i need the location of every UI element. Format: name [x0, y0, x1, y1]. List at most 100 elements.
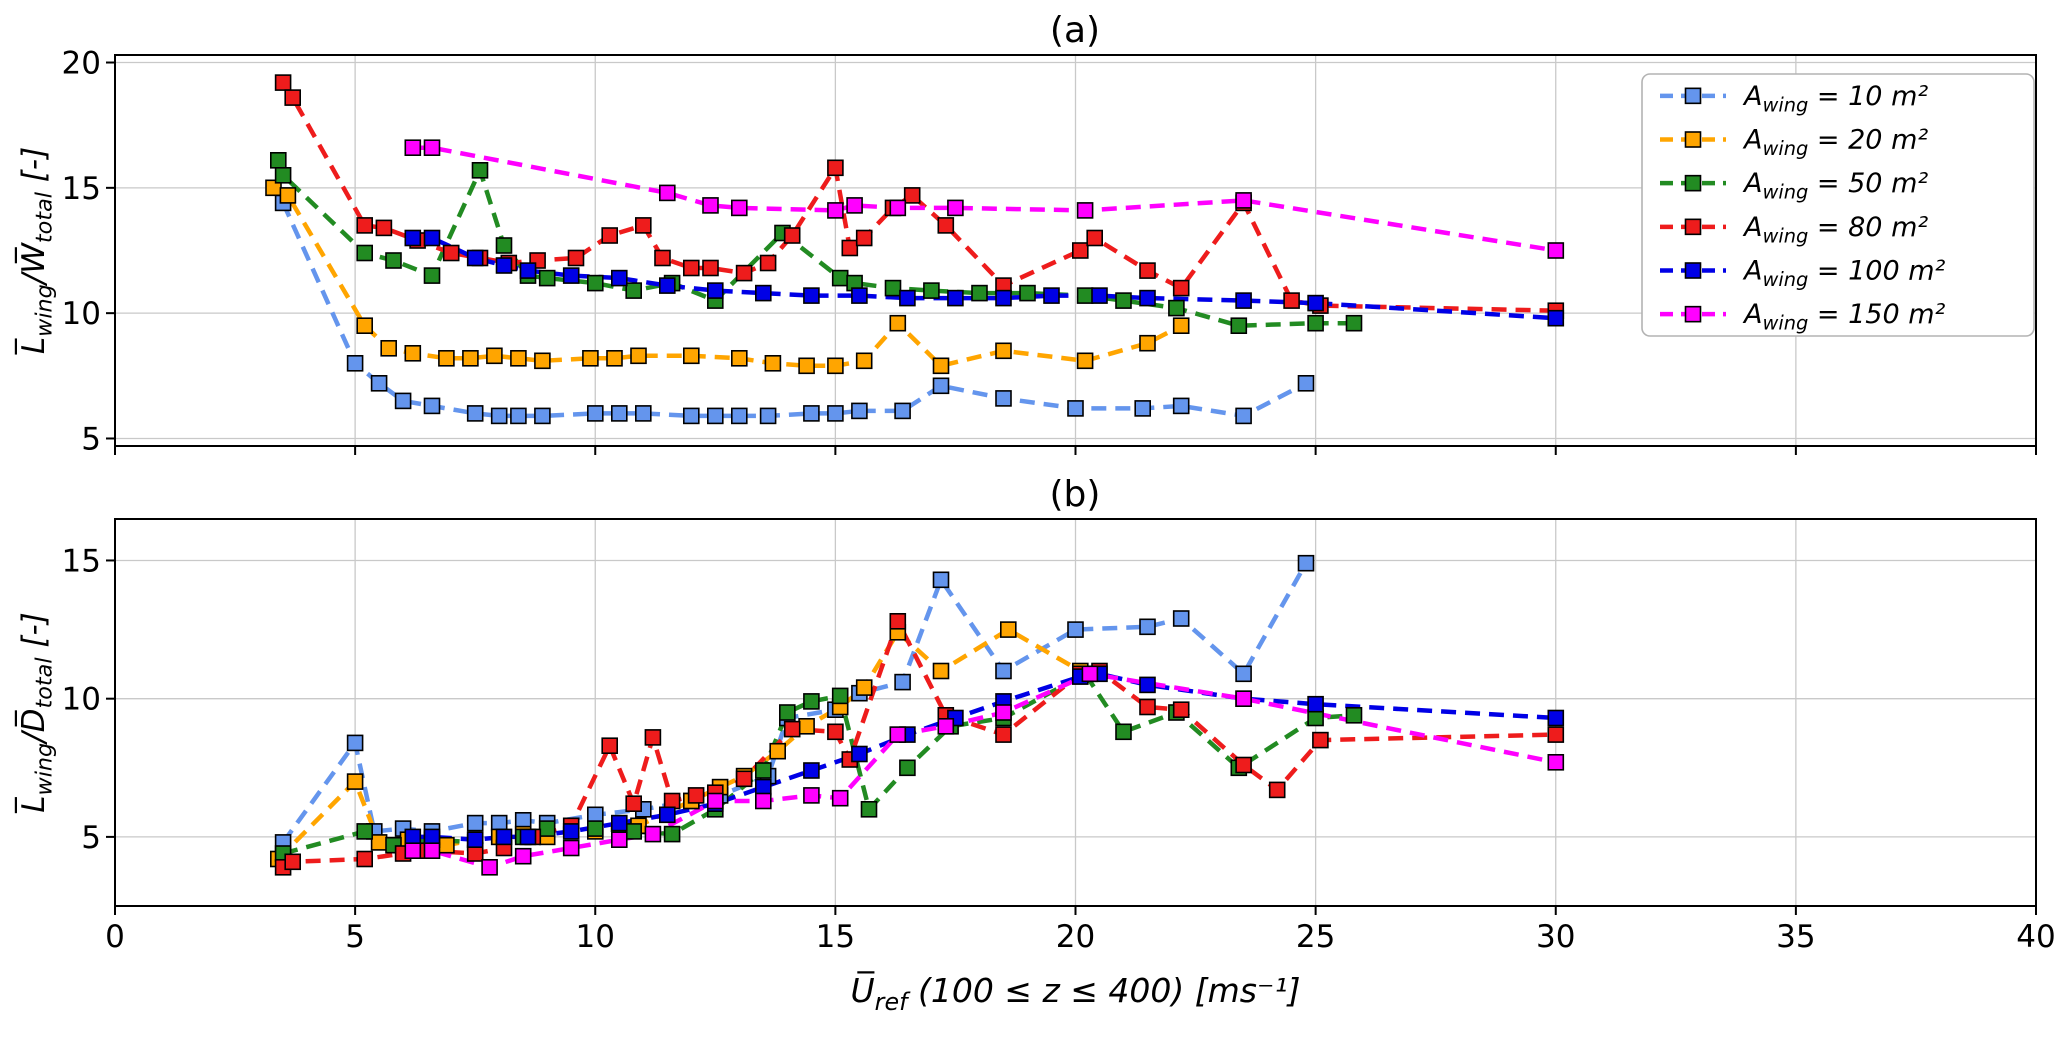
x-axis-label: U̅ref (100 ≤ z ≤ 400) [ms⁻¹]: [851, 970, 1301, 1016]
data-marker: [462, 349, 479, 367]
data-marker: [682, 347, 700, 365]
data-marker: [759, 254, 777, 272]
data-marker: [1235, 192, 1252, 209]
data-marker: [831, 269, 849, 287]
data-marker: [274, 74, 292, 91]
data-marker: [404, 842, 422, 860]
data-marker: [1172, 279, 1190, 297]
data-marker: [1076, 352, 1094, 370]
data-marker: [423, 397, 441, 415]
data-marker: [471, 162, 489, 179]
data-marker: [1172, 397, 1190, 415]
data-marker: [754, 778, 772, 796]
data-marker: [995, 390, 1012, 407]
y-tick-label: 10: [62, 296, 101, 332]
legend-marker: [1684, 174, 1702, 192]
legend-marker: [1684, 218, 1702, 236]
data-marker: [1139, 334, 1156, 352]
data-marker: [769, 742, 787, 760]
data-marker: [466, 814, 484, 832]
data-marker: [932, 357, 950, 375]
y-tick-label: 15: [62, 171, 101, 207]
data-marker: [798, 357, 815, 375]
data-marker: [1547, 709, 1565, 727]
data-marker: [702, 259, 719, 277]
data-marker: [514, 811, 532, 829]
data-marker: [404, 139, 422, 156]
data-marker: [995, 726, 1012, 743]
y-tick-label: 5: [81, 820, 101, 856]
data-marker: [610, 831, 628, 849]
data-marker: [803, 287, 820, 304]
data-marker: [851, 402, 868, 420]
data-marker: [586, 820, 604, 837]
data-marker: [899, 289, 916, 307]
data-marker: [601, 737, 619, 755]
legend-label: Awing = 80 m²: [1742, 212, 1928, 247]
data-marker: [394, 392, 412, 410]
data-marker: [803, 405, 820, 422]
data-marker: [754, 284, 772, 302]
data-marker: [995, 289, 1012, 307]
data-marker: [586, 274, 604, 292]
legend-marker: [1684, 131, 1702, 148]
data-marker: [1076, 287, 1094, 304]
data-marker: [889, 612, 907, 630]
data-marker: [562, 267, 580, 284]
data-marker: [923, 282, 940, 299]
data-marker: [889, 726, 907, 743]
data-marker: [1072, 242, 1089, 259]
data-marker: [995, 704, 1012, 721]
data-marker: [1307, 695, 1324, 713]
data-marker: [610, 269, 628, 287]
data-marker: [438, 836, 455, 854]
data-marker: [385, 252, 402, 269]
data-marker: [586, 405, 604, 422]
data-marker: [831, 687, 849, 705]
data-marker: [1307, 709, 1324, 727]
data-marker: [375, 219, 393, 237]
data-marker: [706, 792, 724, 810]
data-marker: [1139, 676, 1156, 694]
data-marker: [490, 814, 508, 832]
data-marker: [562, 839, 580, 857]
data-marker: [1067, 621, 1084, 638]
data-marker: [860, 800, 878, 818]
data-marker: [1235, 407, 1252, 425]
data-marker: [932, 377, 950, 395]
data-marker: [510, 407, 527, 425]
data-marker: [851, 745, 868, 763]
data-marker: [625, 823, 643, 840]
data-marker: [1235, 292, 1252, 309]
data-marker: [534, 407, 551, 425]
data-marker: [490, 407, 508, 425]
data-marker: [903, 187, 921, 204]
data-marker: [884, 279, 902, 297]
data-marker: [1230, 317, 1248, 335]
y-tick-label: 15: [62, 543, 101, 579]
data-marker: [827, 723, 844, 741]
data-marker: [423, 229, 441, 247]
data-marker: [423, 828, 441, 846]
data-marker: [889, 314, 907, 332]
data-marker: [610, 814, 628, 832]
data-marker: [889, 199, 907, 217]
legend-marker: [1684, 262, 1702, 279]
data-marker: [370, 834, 388, 851]
data-marker: [1139, 262, 1156, 279]
data-marker: [947, 289, 964, 307]
data-marker: [582, 349, 599, 367]
legend: Awing = 10 m² Awing = 20 m² Awing = 50 m² A…: [1641, 73, 2035, 337]
data-marker: [803, 693, 820, 710]
data-marker: [495, 828, 513, 846]
data-marker: [630, 347, 647, 365]
data-marker: [851, 287, 868, 304]
x-tick-label: 15: [816, 919, 855, 955]
data-marker: [827, 159, 844, 177]
data-marker: [827, 357, 844, 375]
data-marker: [514, 847, 532, 865]
data-marker: [846, 197, 863, 214]
data-marker: [356, 217, 374, 234]
